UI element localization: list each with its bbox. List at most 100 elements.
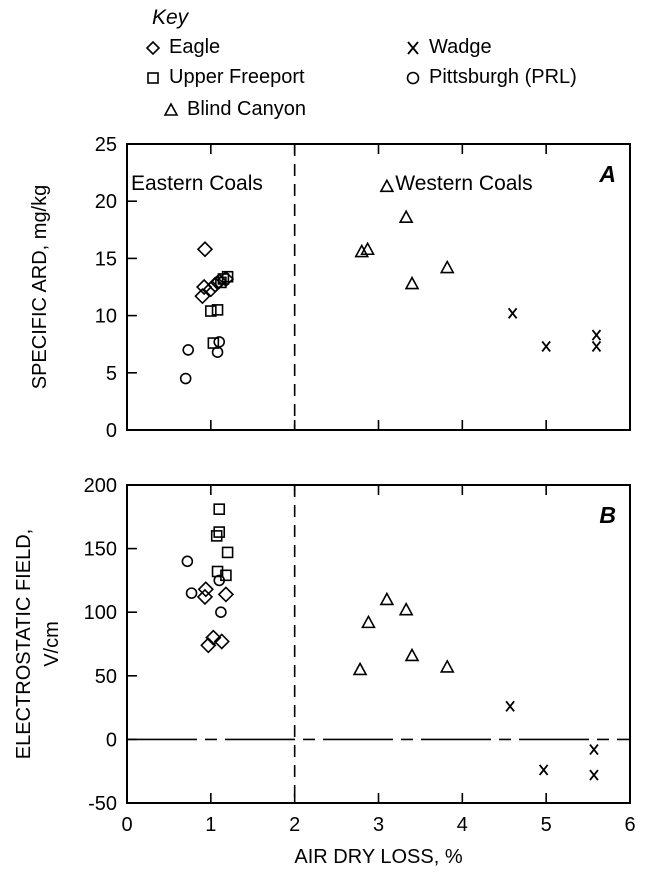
series-blind-canyon [354,178,455,290]
data-point-triangle [404,275,420,290]
data-point-triangle [361,614,376,629]
region-label-eastern: Eastern Coals [131,172,263,195]
x-axis-label: AIR DRY LOSS, % [294,846,462,868]
data-point-diamond [211,273,228,290]
y-axis-label-unit: V/cm [41,621,63,667]
x-marker-icon [407,40,419,55]
y-tick-label: 150 [84,539,117,561]
data-point-triangle [379,591,395,606]
y-tick-label: 15 [95,248,117,270]
x-tick-label: 0 [121,814,132,836]
data-point-diamond [196,588,214,606]
data-point-square [213,503,226,515]
data-point-square [217,273,230,285]
data-point-diamond [196,241,214,258]
x-tick-label: 5 [541,814,552,836]
data-point-triangle [398,209,414,224]
data-point-circle [181,555,194,568]
data-point-circle [213,574,226,587]
series-blind-canyon [352,591,455,676]
y-axis-label: SPECIFIC ARD, mg/kg [29,185,51,390]
data-point-triangle [398,601,414,616]
y-tick-label: 10 [95,306,117,328]
data-point-diamond [205,629,222,646]
panel-label: B [599,502,616,528]
data-point-diamond [206,276,224,293]
legend-title: Key [152,6,189,29]
legend-label: Pittsburgh (PRL) [429,66,577,88]
panel-label: A [598,161,616,187]
series-pittsburgh-prl- [179,336,226,385]
data-point-diamond [200,637,217,654]
data-point-x [541,340,551,353]
legend-label: Eagle [169,36,221,58]
data-point-x [589,744,599,756]
legend-item-upper-freeport: Upper Freeport [145,66,305,89]
data-point-circle [185,587,198,599]
circle-marker-icon [406,71,420,84]
x-tick-label: 2 [289,814,300,836]
data-point-x [505,700,515,712]
data-point-diamond [213,633,230,650]
data-point-square [207,337,220,349]
y-tick-label: 50 [95,666,117,688]
data-point-triangle [379,178,395,193]
legend-item-eagle: Eagle [145,36,220,59]
y-tick-label: 100 [84,602,117,624]
series-wadge [505,700,599,781]
legend-item-wadge: Wadge [405,36,492,59]
data-point-square [211,304,224,316]
data-point-triangle [360,241,375,256]
x-tick-label: 6 [624,814,635,836]
series-pittsburgh-prl- [181,555,227,619]
data-point-circle [215,606,227,619]
y-tick-label: 5 [106,363,117,385]
data-point-triangle [439,659,455,673]
data-point-x [591,340,602,353]
series-eagle [194,241,235,305]
diamond-marker-icon [145,40,161,55]
data-point-x [507,307,518,319]
y-axis-label: ELECTROSTATIC FIELD, [13,529,35,759]
series-wadge [507,307,602,353]
square-marker-icon [147,71,159,84]
legend: Key Eagle Upper Freeport Blind Canyon Wa… [0,0,657,130]
x-tick-label: 3 [373,814,384,836]
data-point-triangle [439,259,455,274]
legend-label: Upper Freeport [169,66,305,88]
data-point-square [213,526,226,538]
data-point-circle [182,344,194,356]
x-tick-label: 1 [205,814,216,836]
legend-item-blind-canyon: Blind Canyon [163,98,306,121]
legend-label: Blind Canyon [187,98,306,120]
data-point-circle [213,336,226,348]
data-point-x [591,329,602,341]
y-tick-label: 200 [84,475,117,497]
data-point-square [210,530,223,542]
data-point-diamond [217,586,235,603]
data-point-triangle [354,243,370,258]
data-point-circle [211,346,224,359]
y-tick-label: 0 [106,729,117,751]
series-upper-freeport [210,503,234,582]
data-point-triangle [404,647,420,662]
data-point-x [589,769,599,781]
data-point-circle [179,372,192,385]
legend-label: Wadge [429,36,492,58]
y-tick-label: -50 [88,793,117,815]
data-point-diamond [197,581,214,598]
region-label-western: Western Coals [395,172,532,195]
y-tick-label: 20 [95,191,117,213]
series-upper-freeport [205,270,234,349]
y-tick-label: 25 [95,134,117,156]
data-point-square [221,546,234,559]
series-eagle [196,581,235,654]
data-point-square [205,305,217,317]
data-point-diamond [194,288,211,305]
data-point-square [215,276,227,289]
data-point-x [538,764,549,776]
legend-item-pittsburgh: Pittsburgh (PRL) [405,66,577,89]
data-point-triangle [352,661,368,676]
